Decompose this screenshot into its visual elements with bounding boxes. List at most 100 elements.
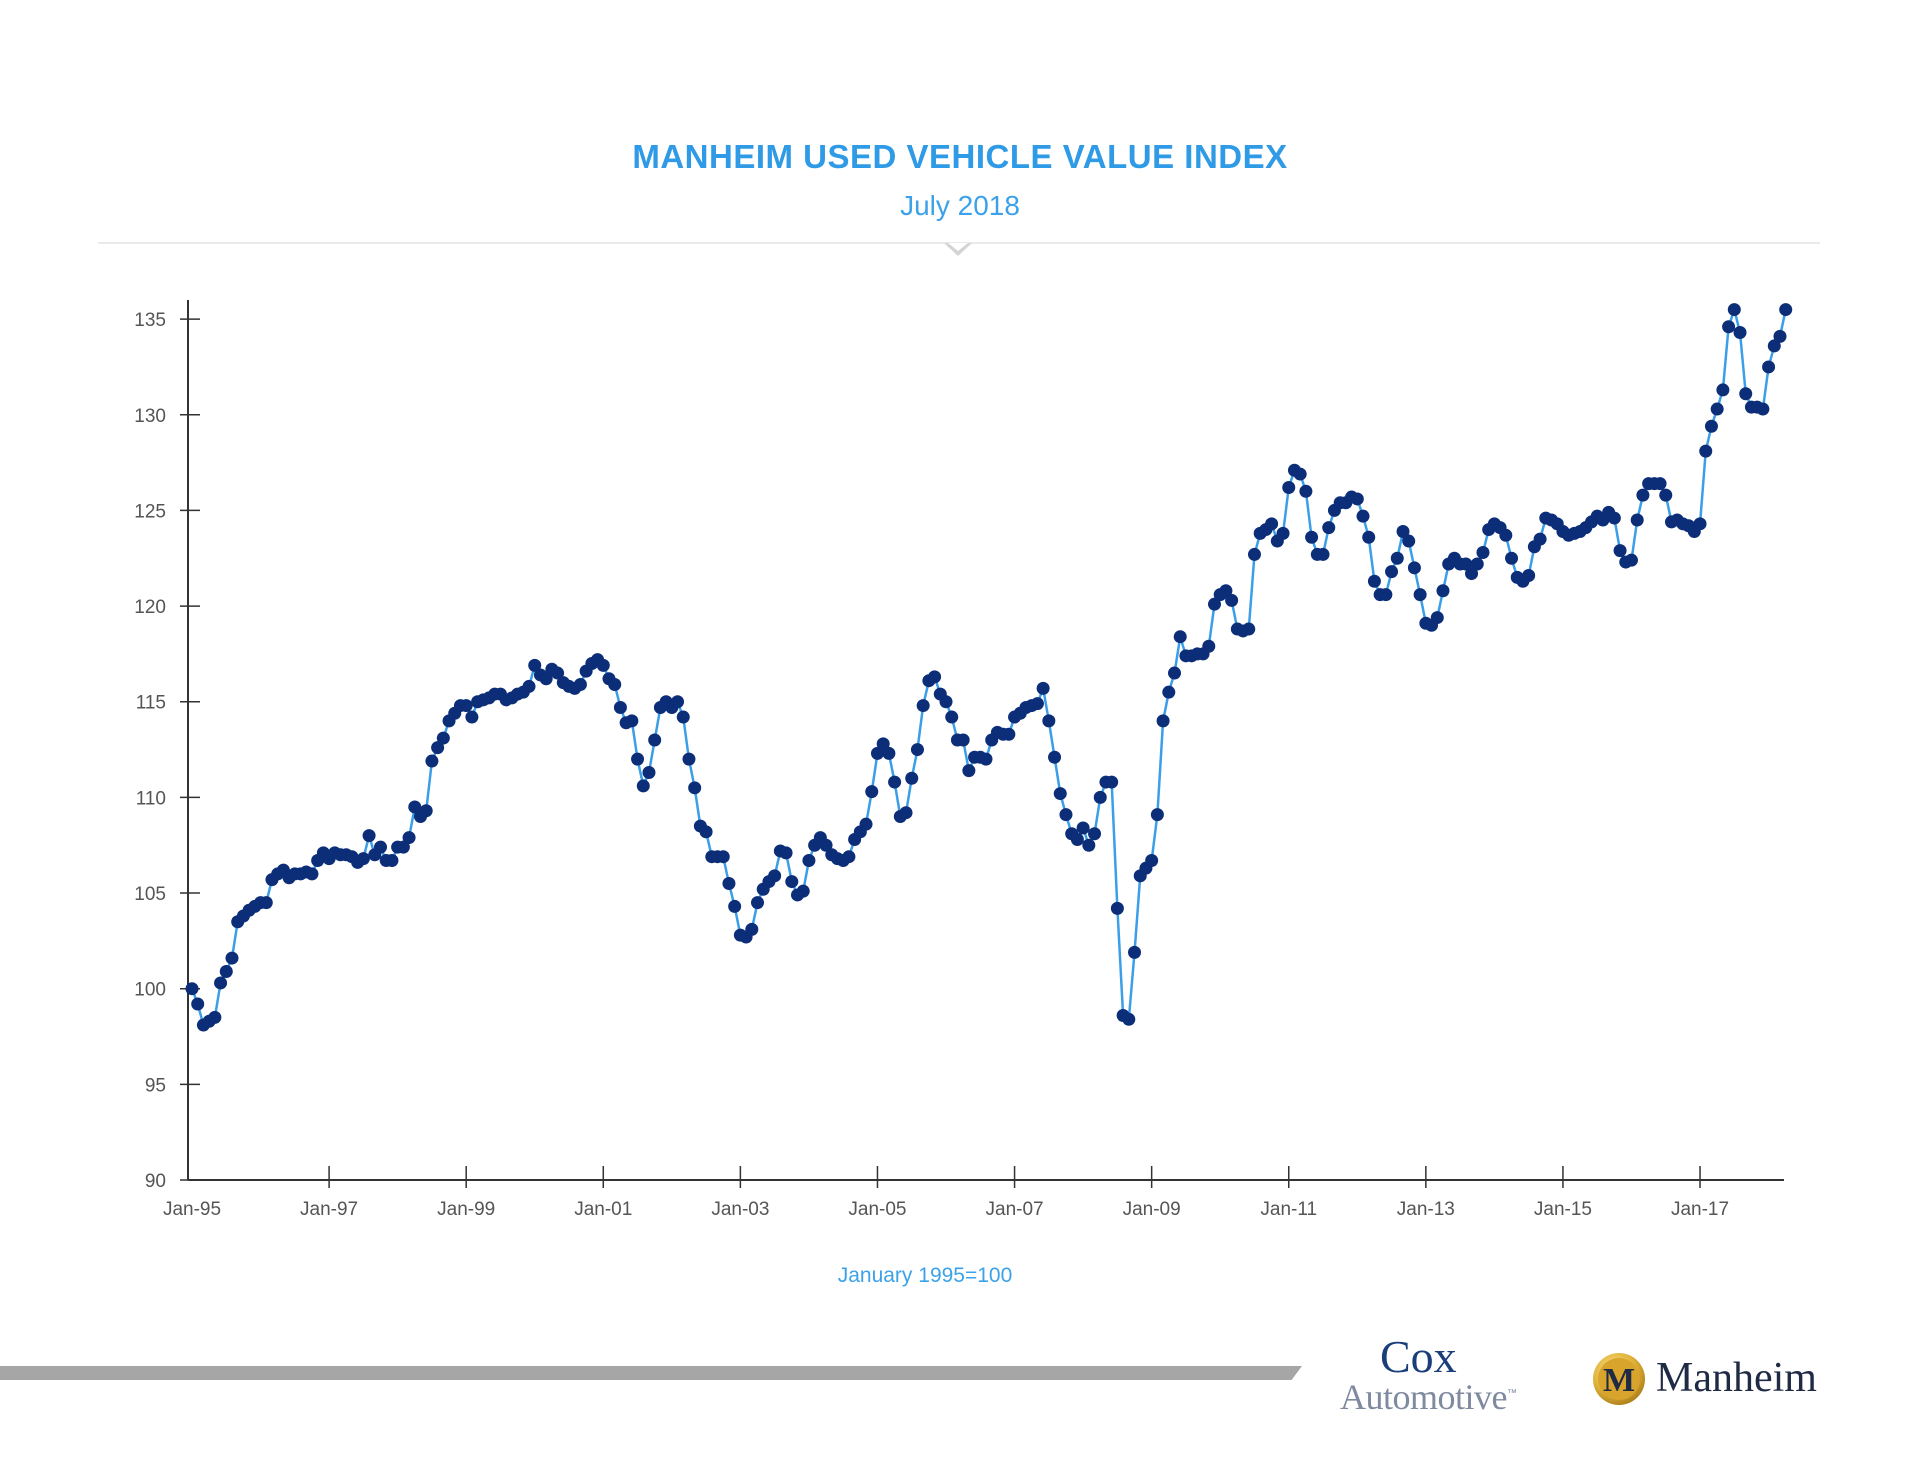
data-point — [928, 670, 942, 684]
data-point — [1093, 790, 1107, 804]
data-point — [1773, 329, 1787, 343]
data-point — [956, 733, 970, 747]
divider-notch-icon — [944, 243, 972, 257]
y-tick-label: 135 — [134, 310, 166, 331]
cox-logo-line1: Cox — [1380, 1331, 1457, 1382]
data-point — [768, 869, 782, 883]
x-tick-label: Jan-13 — [1397, 1199, 1455, 1220]
data-point — [191, 997, 205, 1011]
x-tick-label: Jan-97 — [300, 1199, 358, 1220]
data-point — [1396, 524, 1410, 538]
data-point — [1379, 588, 1393, 602]
manheim-badge-letter: M — [1603, 1362, 1635, 1399]
data-points — [185, 303, 1793, 1032]
data-point — [539, 672, 553, 686]
data-point — [362, 829, 376, 843]
x-tick-label: Jan-01 — [574, 1199, 632, 1220]
data-point — [1693, 517, 1707, 531]
data-point — [728, 899, 742, 913]
x-tick-label: Jan-15 — [1534, 1199, 1592, 1220]
data-point — [1733, 326, 1747, 340]
manheim-wordmark: Manheim — [1656, 1355, 1817, 1401]
data-point — [1305, 530, 1319, 544]
data-point — [1265, 517, 1279, 531]
y-tick-label: 105 — [134, 884, 166, 905]
y-tick-label: 115 — [136, 693, 166, 714]
data-point — [208, 1010, 222, 1024]
data-point — [1710, 402, 1724, 416]
data-point — [1653, 477, 1667, 491]
data-point — [1367, 574, 1381, 588]
data-point — [1407, 561, 1421, 575]
data-point — [1767, 339, 1781, 353]
y-tick-label: 120 — [134, 597, 166, 618]
data-point — [1722, 320, 1736, 334]
x-axis: Jan-95 Jan-97 Jan-99 Jan-01 Jan-03 Jan-05 Jan-… — [163, 1166, 1784, 1220]
data-point — [374, 840, 387, 854]
trademark-mark: ™ — [1506, 1388, 1517, 1399]
cox-logo-word: Automotive — [1340, 1377, 1507, 1417]
data-point — [551, 666, 565, 680]
data-point — [1036, 681, 1050, 695]
manheim-badge-icon: M — [1593, 1353, 1645, 1405]
data-point — [1053, 787, 1067, 801]
data-point — [1699, 444, 1713, 458]
data-point — [1082, 838, 1096, 852]
data-point — [1156, 714, 1170, 728]
data-point — [1202, 639, 1216, 653]
data-point — [1316, 547, 1330, 561]
data-point — [682, 752, 696, 766]
data-point — [1362, 530, 1376, 544]
data-point — [1356, 509, 1370, 523]
data-point — [1522, 568, 1536, 582]
data-point — [631, 752, 645, 766]
data-point — [882, 746, 896, 760]
data-point — [1247, 547, 1261, 561]
data-point — [1436, 584, 1450, 598]
x-tick-label: Jan-11 — [1260, 1199, 1317, 1220]
data-point — [1756, 402, 1770, 416]
data-point — [1070, 832, 1084, 846]
data-point — [1476, 546, 1490, 560]
y-tick-label: 130 — [134, 406, 166, 427]
cox-automotive-logo: Cox Automotive™ — [1340, 1331, 1576, 1416]
data-point — [1088, 827, 1102, 841]
data-point — [1122, 1012, 1136, 1026]
data-point — [1385, 565, 1399, 579]
data-point — [459, 699, 473, 713]
data-point — [1042, 714, 1056, 728]
data-point — [408, 800, 422, 814]
data-point — [1076, 821, 1090, 835]
data-point — [939, 695, 953, 709]
data-point — [1704, 419, 1718, 433]
data-point — [259, 896, 273, 910]
data-point — [1105, 775, 1119, 789]
data-point — [699, 825, 713, 839]
data-point — [402, 831, 416, 845]
data-point — [842, 850, 856, 864]
data-point — [528, 658, 542, 672]
data-point — [613, 700, 627, 714]
data-point — [1533, 532, 1547, 546]
x-tick-label: Jan-03 — [711, 1199, 769, 1220]
data-point — [945, 710, 959, 724]
data-point — [1499, 528, 1513, 542]
data-point — [356, 852, 370, 866]
data-point — [910, 743, 924, 757]
data-point — [1430, 611, 1444, 625]
data-point — [1390, 551, 1404, 565]
data-point — [1145, 854, 1159, 868]
data-point — [573, 678, 587, 692]
data-point — [1322, 521, 1336, 535]
data-point — [214, 976, 228, 990]
data-point — [1413, 588, 1427, 602]
data-point — [876, 737, 890, 751]
data-point — [1030, 697, 1044, 711]
data-point — [1128, 945, 1142, 959]
data-point — [1282, 480, 1296, 494]
data-point — [865, 785, 879, 799]
x-tick-label: Jan-07 — [986, 1199, 1044, 1220]
y-tick-label: 100 — [134, 980, 166, 1001]
footer-bar — [0, 1366, 1302, 1380]
